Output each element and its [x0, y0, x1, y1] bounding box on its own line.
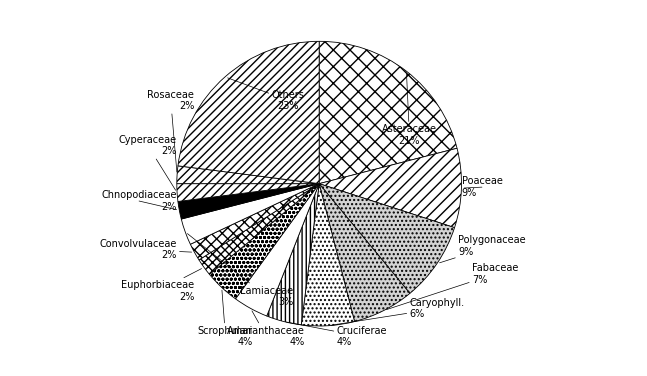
Wedge shape	[319, 183, 455, 293]
Wedge shape	[319, 148, 461, 227]
Wedge shape	[178, 183, 319, 219]
Text: Convolvulaceae
2%: Convolvulaceae 2%	[100, 239, 192, 261]
Wedge shape	[177, 183, 319, 202]
Wedge shape	[177, 166, 319, 183]
Text: Poaceae
9%: Poaceae 9%	[461, 176, 502, 198]
Wedge shape	[190, 183, 319, 260]
Wedge shape	[302, 183, 355, 326]
Wedge shape	[210, 183, 319, 299]
Text: Caryophyll.
6%: Caryophyll. 6%	[331, 298, 465, 325]
Text: Euphorbiaceae
2%: Euphorbiaceae 2%	[121, 268, 201, 302]
Wedge shape	[319, 41, 457, 183]
Wedge shape	[181, 183, 319, 244]
Text: Polygonaceae
9%: Polygonaceae 9%	[439, 235, 525, 263]
Wedge shape	[236, 183, 319, 316]
Text: Amaranthaceae
4%: Amaranthaceae 4%	[227, 311, 305, 347]
Text: Scrophulari
4%: Scrophulari 4%	[198, 290, 253, 347]
Text: Cruciferae
4%: Cruciferae 4%	[287, 322, 387, 347]
Text: Rosaceae
2%: Rosaceae 2%	[148, 89, 194, 172]
Text: Asteraceae
21%: Asteraceae 21%	[382, 74, 437, 146]
Text: Others
23%: Others 23%	[228, 78, 304, 111]
Wedge shape	[178, 41, 319, 183]
Text: Chnopodiaceae
2%: Chnopodiaceae 2%	[102, 190, 177, 212]
Text: Lamiaceae
3%: Lamiaceae 3%	[188, 233, 293, 307]
Wedge shape	[267, 183, 319, 325]
Wedge shape	[319, 183, 410, 321]
Wedge shape	[199, 183, 319, 274]
Text: Cyperaceae
2%: Cyperaceae 2%	[118, 135, 177, 190]
Text: Fabaceae
7%: Fabaceae 7%	[386, 263, 518, 309]
